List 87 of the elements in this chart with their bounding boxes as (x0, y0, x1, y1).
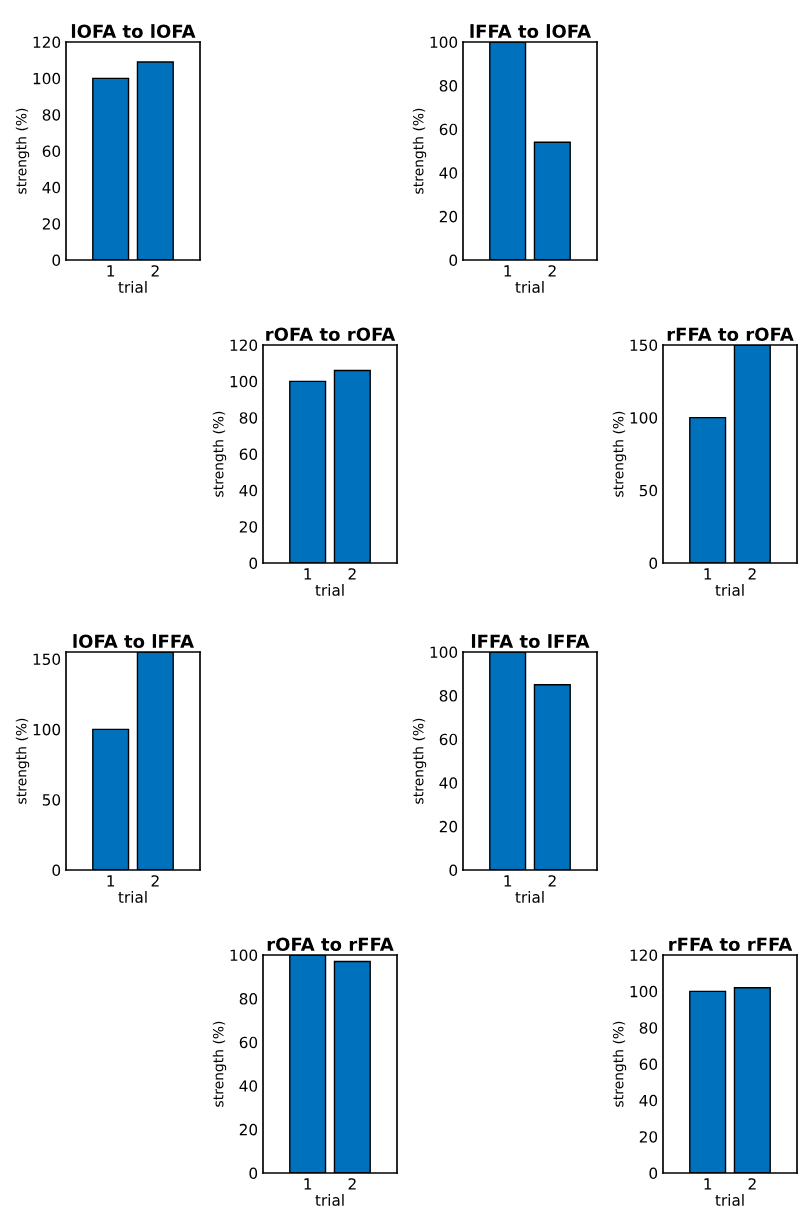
x-tick-label: 2 (748, 1178, 756, 1190)
y-tick-label: 0 (249, 557, 258, 570)
y-tick-label: 100 (430, 36, 458, 49)
y-tick-label: 80 (239, 412, 258, 424)
y-tick-label: 100 (230, 949, 258, 962)
y-tick-label: 150 (33, 653, 61, 666)
y-tick-label: 100 (33, 72, 61, 85)
x-axis-title: trial (315, 1194, 344, 1206)
y-tick-label: 60 (42, 145, 61, 158)
chart-title: rOFA to rFFA (267, 937, 394, 952)
x-tick-label: 2 (548, 265, 556, 277)
y-tick-label: 40 (42, 181, 61, 194)
y-tick-label: 20 (439, 820, 458, 833)
x-tick-label: 2 (348, 568, 356, 580)
y-tick-label: 150 (630, 339, 658, 352)
chart-title: rFFA to rFFA (669, 937, 793, 952)
x-tick-label: 2 (548, 875, 556, 887)
x-axis-title: trial (715, 584, 744, 596)
chart-title: lFFA to lFFA (471, 634, 590, 649)
y-tick-label: 20 (239, 1123, 258, 1136)
y-axis-title: strength (%) (412, 718, 427, 804)
y-tick-label: 0 (649, 557, 658, 570)
x-tick-label: 2 (748, 568, 756, 580)
x-tick-label: 1 (107, 265, 115, 277)
y-tick-label: 20 (239, 521, 258, 533)
y-tick-label: 60 (239, 1036, 258, 1049)
x-tick-label: 1 (504, 265, 512, 277)
y-tick-label: 80 (42, 109, 61, 121)
y-tick-label: 40 (439, 777, 458, 789)
y-tick-label: 100 (630, 412, 658, 424)
x-tick-label: 1 (304, 1178, 312, 1190)
y-tick-label: 120 (630, 949, 658, 962)
x-tick-label: 2 (348, 1178, 356, 1190)
y-axis-title: strength (%) (412, 108, 427, 194)
y-axis-title: strength (%) (15, 108, 30, 194)
chart-title: rOFA to rOFA (266, 327, 396, 342)
y-tick-label: 80 (639, 1022, 658, 1034)
y-tick-label: 0 (249, 1167, 258, 1180)
y-tick-label: 0 (52, 864, 61, 877)
x-axis-title: trial (118, 891, 147, 903)
x-tick-label: 1 (704, 568, 712, 580)
chart-title: rFFA to rOFA (667, 327, 794, 342)
y-tick-label: 0 (649, 1167, 658, 1180)
x-tick-label: 1 (504, 875, 512, 887)
y-axis-title: strength (%) (612, 1021, 627, 1107)
x-axis-title: trial (715, 1194, 744, 1206)
y-tick-label: 60 (639, 1058, 658, 1071)
y-tick-label: 100 (630, 985, 658, 998)
x-axis-title: trial (515, 281, 544, 293)
y-tick-label: 20 (42, 218, 61, 230)
x-axis-title: trial (315, 584, 344, 596)
x-tick-label: 1 (107, 875, 115, 887)
x-tick-label: 1 (704, 1178, 712, 1190)
y-tick-label: 0 (449, 864, 458, 877)
chart-title: lFFA to lOFA (470, 24, 591, 39)
y-tick-label: 0 (449, 254, 458, 267)
y-tick-label: 20 (439, 210, 458, 223)
y-tick-label: 80 (239, 993, 258, 1005)
y-tick-label: 120 (33, 36, 61, 49)
y-tick-label: 50 (639, 484, 658, 497)
y-tick-label: 60 (239, 448, 258, 461)
chart-title: lOFA to lOFA (71, 24, 196, 39)
y-tick-label: 60 (439, 733, 458, 746)
y-tick-label: 40 (639, 1094, 658, 1107)
y-tick-label: 60 (439, 123, 458, 136)
x-tick-label: 1 (304, 568, 312, 580)
y-tick-label: 40 (439, 167, 458, 179)
y-tick-label: 120 (230, 339, 258, 352)
y-tick-label: 0 (52, 254, 61, 267)
y-tick-label: 40 (239, 484, 258, 497)
y-tick-label: 50 (42, 794, 61, 806)
y-axis-title: strength (%) (212, 1021, 227, 1107)
x-axis-title: trial (515, 891, 544, 903)
x-axis-title: trial (118, 281, 147, 293)
y-tick-label: 20 (639, 1131, 658, 1143)
y-tick-label: 100 (230, 375, 258, 388)
y-axis-title: strength (%) (212, 411, 227, 497)
y-axis-title: strength (%) (15, 718, 30, 804)
chart-title: lOFA to lFFA (73, 634, 194, 649)
y-tick-label: 100 (33, 723, 61, 736)
x-tick-label: 2 (151, 265, 159, 277)
y-tick-label: 40 (239, 1080, 258, 1092)
y-axis-title: strength (%) (612, 411, 627, 497)
y-tick-label: 100 (430, 646, 458, 659)
y-tick-label: 80 (439, 80, 458, 92)
y-tick-label: 80 (439, 690, 458, 702)
x-tick-label: 2 (151, 875, 159, 887)
